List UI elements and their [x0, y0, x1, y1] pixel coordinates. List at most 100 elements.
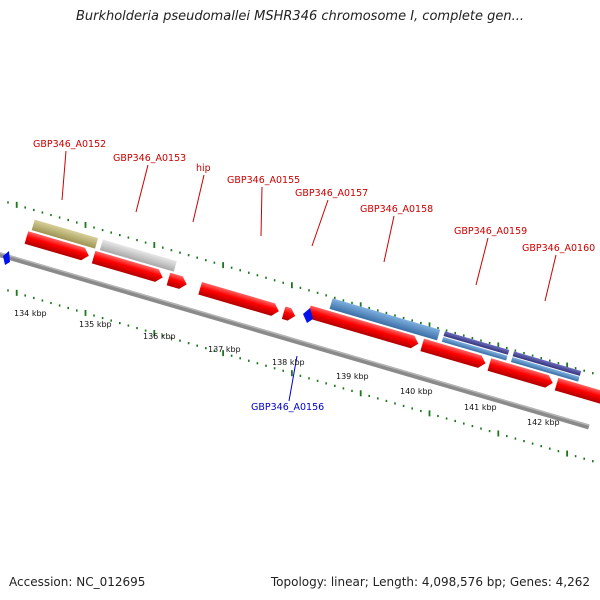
gene-label[interactable]: GBP346_A0160: [522, 243, 595, 254]
scale-tick-bottom-minor: [411, 407, 413, 410]
scale-tick-top-minor: [377, 309, 379, 312]
leader-line: [288, 355, 298, 402]
scale-label: 136 kbp: [143, 332, 176, 341]
scale-tick-bottom-minor: [342, 387, 345, 390]
scale-tick-bottom-minor: [549, 447, 551, 450]
scale-tick-bottom-minor: [523, 440, 525, 443]
scale-tick-bottom-minor: [196, 344, 198, 347]
cds-arrow-a0158[interactable]: [307, 305, 420, 349]
scale-tick-top-major: [566, 362, 568, 369]
scale-tick-top-major: [153, 242, 156, 249]
scale-tick-bottom-minor: [557, 450, 560, 453]
scale-tick-top-minor: [67, 218, 69, 222]
scale-tick-bottom-minor: [50, 301, 52, 305]
scale-tick-top-minor: [273, 279, 276, 282]
scale-tick-bottom-minor: [463, 422, 465, 425]
gene-label[interactable]: GBP346_A0157: [295, 188, 368, 199]
scale-tick-top-minor: [282, 281, 284, 284]
scale-tick-top-minor: [463, 334, 465, 337]
scale-tick-top-minor: [33, 208, 35, 212]
scale-tick-top-minor: [394, 314, 396, 317]
cds-arrow-a0153[interactable]: [91, 250, 165, 284]
scale-label: 139 kbp: [336, 372, 369, 381]
scale-tick-top-minor: [411, 319, 413, 322]
feature-bar-steelblue-2b[interactable]: [510, 357, 580, 382]
scale-tick-top-minor: [101, 228, 104, 232]
reverse-marker-left[interactable]: [3, 251, 10, 265]
label-leader-lines: [61, 150, 557, 402]
scale-tick-top-major: [15, 201, 18, 208]
feature-bar-indigo-2[interactable]: [512, 351, 582, 376]
scale-tick-bottom-minor: [540, 445, 542, 448]
scale-tick-bottom-minor: [282, 369, 284, 372]
feature-bar-indigo-1[interactable]: [443, 331, 510, 355]
scale-tick-bottom-minor: [480, 427, 482, 430]
leader-line: [135, 164, 149, 213]
scale-tick-bottom-minor: [316, 379, 319, 382]
scale-tick-bottom-minor: [265, 364, 267, 367]
cds-arrow-a0161[interactable]: [554, 377, 600, 408]
cds-arrow-a0155[interactable]: [198, 282, 280, 317]
scale-tick-bottom-minor: [394, 402, 396, 405]
feature-bar-olive[interactable]: [31, 219, 99, 249]
scale-tick-bottom-minor: [402, 404, 405, 408]
scale-tick-top-minor: [144, 241, 147, 244]
gene-label[interactable]: GBP346_A0152: [33, 139, 106, 150]
scale-tick-bottom-minor: [67, 306, 69, 310]
gene-label[interactable]: GBP346_A0158: [360, 204, 433, 215]
scale-tick-top-minor: [179, 251, 181, 254]
cds-arrow-hip[interactable]: [166, 272, 189, 291]
accession-text: Accession: NC_012695: [9, 575, 146, 589]
scale-tick-top-minor: [119, 233, 121, 237]
scale-tick-bottom-minor: [93, 314, 95, 317]
reverse-marker-a0156[interactable]: [303, 308, 313, 323]
scale-tick-bottom-minor: [24, 294, 26, 297]
scale-tick-bottom-minor: [144, 329, 147, 332]
scale-tick-top-minor: [248, 271, 250, 274]
scale-tick-top-minor: [205, 259, 207, 262]
scale-tick-top-minor: [531, 354, 534, 357]
scale-tick-top-major: [291, 282, 293, 289]
scale-tick-top-minor: [445, 329, 448, 332]
scale-tick-top-minor: [574, 367, 577, 370]
scale-tick-bottom-minor: [136, 327, 138, 330]
scale-tick-bottom-minor: [351, 389, 353, 392]
scale-tick-bottom-minor: [437, 414, 439, 418]
scale-tick-top-minor: [316, 291, 319, 294]
scale-tick-top-minor: [342, 299, 345, 302]
gene-label[interactable]: GBP346_A0155: [227, 175, 300, 186]
scale-tick-bottom-major: [428, 410, 431, 417]
feature-bar-steelblue[interactable]: [329, 298, 441, 341]
scale-label: 137 kbp: [208, 345, 241, 354]
gene-label[interactable]: GBP346_A0156: [251, 402, 324, 413]
scale-tick-top-minor: [127, 236, 130, 239]
scale-tick-bottom-minor: [239, 357, 241, 360]
feature-bar-grey[interactable]: [99, 239, 177, 272]
scale-tick-bottom-major: [359, 390, 362, 397]
scale-tick-top-minor: [385, 311, 388, 315]
scale-tick-bottom-minor: [110, 319, 112, 322]
genome-backbone-highlight: [0, 228, 590, 426]
gene-label[interactable]: hip: [196, 163, 211, 174]
scale-tick-bottom-minor: [471, 424, 474, 428]
feature-bar-steelblue-1b[interactable]: [441, 336, 508, 361]
cds-arrow-a0160[interactable]: [487, 358, 555, 389]
scale-tick-bottom-minor: [334, 384, 336, 387]
scale-tick-top-minor: [549, 359, 551, 362]
scale-tick-bottom-major: [15, 289, 18, 296]
scale-tick-top-minor: [592, 372, 594, 375]
scale-tick-bottom-minor: [248, 359, 250, 362]
scale-tick-top-minor: [93, 226, 95, 229]
track-group: [0, 219, 600, 430]
gene-label[interactable]: GBP346_A0159: [454, 226, 527, 237]
scale-tick-bottom-minor: [385, 399, 388, 403]
cds-arrow-a0152[interactable]: [24, 231, 91, 262]
scale-tick-top-minor: [334, 296, 336, 299]
cds-arrow-a0159[interactable]: [420, 338, 487, 370]
gene-label[interactable]: GBP346_A0153: [113, 153, 186, 164]
scale-tick-top-minor: [265, 276, 267, 279]
cds-arrow-a0157[interactable]: [281, 306, 297, 322]
scale-tick-top-minor: [437, 326, 439, 330]
